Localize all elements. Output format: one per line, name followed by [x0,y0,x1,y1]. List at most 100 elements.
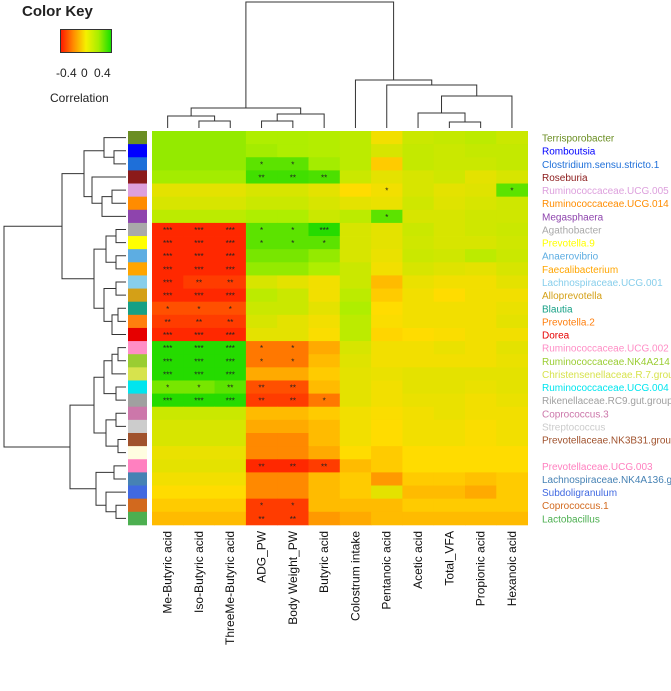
significance-stars: *** [226,397,235,406]
row-label: Anaerovibrio [542,252,599,263]
heat-cell [465,459,497,473]
significance-stars: * [197,384,200,393]
significance-stars: ** [227,384,233,393]
heat-cell [433,314,466,329]
heat-cell [339,432,372,447]
heat-cell [465,249,497,263]
heat-cell [245,222,278,237]
heat-cell [152,196,184,211]
heat-cell [214,341,247,355]
heat-cell [214,196,247,211]
heat-cell [402,249,435,263]
heat-cell [277,157,309,171]
heat-cell [339,367,372,381]
heat-cell [308,406,341,421]
heat-cell [433,354,466,368]
heat-cell [433,393,466,408]
heat-cell [277,222,309,237]
row-color-chip [128,354,147,368]
heat-cell [402,459,435,473]
heat-cell [183,472,215,486]
row-dendrogram-link [103,360,116,395]
column-label: Acetic acid [411,531,425,589]
row-label: Roseburia [542,173,588,184]
heat-cell [183,157,215,171]
significance-stars: *** [226,357,235,366]
significance-stars: * [291,502,294,511]
row-color-chip [128,301,147,316]
row-dendrogram-link [95,471,114,506]
heat-cell [402,170,435,184]
row-color-chip [128,170,147,184]
row-dendrogram-link [61,173,94,280]
column-label: Hexanoic acid [505,531,519,606]
significance-stars: *** [194,344,203,353]
significance-stars: *** [163,252,172,261]
row-dendrogram-link [111,189,126,204]
row-dendrogram-link [115,228,126,244]
heat-cell [183,209,215,224]
heat-cell [245,131,278,145]
significance-stars: * [260,344,263,353]
heat-cell [245,249,278,263]
heat-cell [465,144,497,158]
significance-stars: * [260,239,263,248]
heat-cell [433,498,466,513]
heat-cell [496,446,528,460]
row-color-chip [128,196,147,211]
heat-cell [277,144,309,158]
heat-cell [496,262,528,276]
heat-cell [308,380,341,394]
row-color-chip [128,432,147,447]
heat-cell [308,446,341,460]
heat-cell [465,393,497,408]
heat-cell [339,472,372,486]
heat-cell [465,406,497,421]
heat-cell [183,314,215,329]
heat-cell [245,393,278,408]
heat-cell [152,380,184,394]
heat-cell [402,236,435,250]
heat-cell [183,393,215,408]
column-dendrogram-link [198,120,231,128]
heat-cell [433,249,466,263]
row-label: Rikenellaceae.RC9.gut.group [542,396,671,407]
row-color-chip [128,249,147,263]
heat-cell [465,183,497,198]
heat-cell [277,183,309,198]
heat-cell [308,183,341,198]
row-label: Coprococcus.1 [542,501,609,512]
heat-cell [433,446,466,460]
heat-cell [245,459,278,473]
heat-cell [339,327,372,342]
heat-cell [339,406,372,421]
heat-cell [277,236,309,250]
significance-stars: * [197,305,200,314]
heat-cell [308,170,341,184]
significance-stars: ** [290,384,296,393]
heat-cell [402,183,435,198]
heat-cell [465,367,497,381]
heat-cell [214,209,247,224]
heat-cell [277,406,309,421]
heat-cell [277,419,309,434]
significance-stars: * [260,160,263,169]
row-dendrogram-link [111,314,126,336]
heat-cell [371,249,403,263]
significance-stars: *** [163,278,172,287]
heat-cell [496,288,528,303]
row-color-chip [128,406,147,421]
heat-cell [183,406,215,421]
significance-stars: *** [194,265,203,274]
heat-cell [496,144,528,158]
significance-stars: * [166,305,169,314]
row-color-chip [128,314,147,329]
row-dendrogram-link [117,307,126,322]
heat-cell [308,341,341,355]
color-key-label: Correlation [50,91,109,105]
heat-cell [402,288,435,303]
heat-cell [371,406,403,421]
heat-cell [371,262,403,276]
heat-cell [245,511,278,526]
heat-cell [277,341,309,355]
